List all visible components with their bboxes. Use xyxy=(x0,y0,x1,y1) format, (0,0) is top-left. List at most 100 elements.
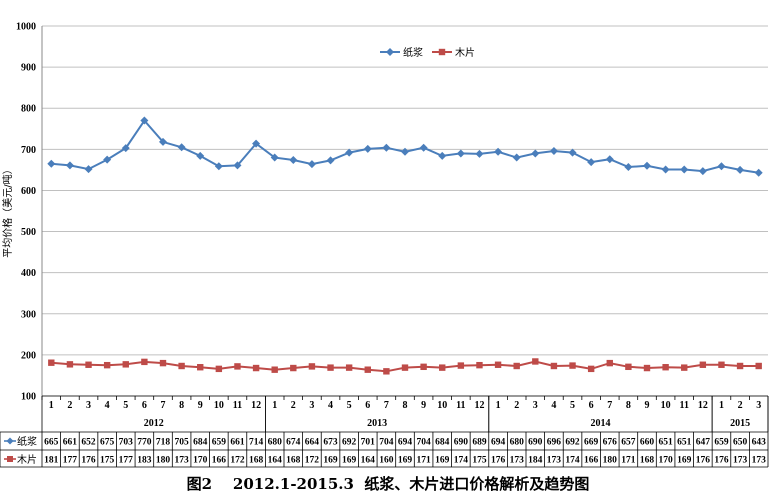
x-tick-label: 2 xyxy=(67,400,72,411)
data-point xyxy=(159,137,167,146)
data-label: 166 xyxy=(584,456,599,466)
data-label: 690 xyxy=(454,438,469,448)
data-point xyxy=(159,359,167,367)
data-point xyxy=(680,165,689,174)
x-tick-label: 8 xyxy=(179,400,184,411)
data-point xyxy=(550,362,558,370)
data-point xyxy=(439,364,446,371)
data-label: 661 xyxy=(230,438,245,448)
x-tick-label: 7 xyxy=(607,400,612,411)
data-label: 705 xyxy=(174,438,189,448)
data-point xyxy=(196,151,205,160)
y-tick-label: 600 xyxy=(21,186,36,197)
data-point xyxy=(531,149,540,158)
data-label: 184 xyxy=(528,456,543,466)
data-label: 661 xyxy=(63,438,78,448)
y-tick-label: 200 xyxy=(21,350,36,361)
data-point xyxy=(197,364,204,371)
x-tick-label: 6 xyxy=(142,400,147,411)
data-label: 714 xyxy=(249,438,264,448)
data-label: 173 xyxy=(174,456,189,466)
data-label: 701 xyxy=(361,438,376,448)
data-point xyxy=(326,156,335,165)
data-label: 175 xyxy=(472,456,487,466)
data-label: 173 xyxy=(733,456,748,466)
data-point xyxy=(121,144,130,153)
data-label: 177 xyxy=(63,456,78,466)
x-tick-label: 4 xyxy=(328,400,333,411)
y-tick-label: 700 xyxy=(21,145,36,156)
data-point xyxy=(475,149,484,158)
data-label: 174 xyxy=(565,456,580,466)
table-key-marker xyxy=(7,456,13,462)
x-tick-label: 11 xyxy=(456,400,465,411)
table-series-name: 木片 xyxy=(17,453,37,466)
data-point xyxy=(290,364,297,372)
data-point xyxy=(234,363,241,370)
data-label: 175 xyxy=(100,456,115,466)
data-label: 680 xyxy=(268,438,283,448)
data-point xyxy=(420,363,427,371)
data-label: 660 xyxy=(640,438,655,448)
legend-marker xyxy=(438,48,446,56)
data-point xyxy=(122,361,129,368)
data-point xyxy=(382,143,391,152)
data-table: 1 2 3 4 5 6 7 8 9 10 11 12 1 2 3 4 5 6 7 8 9 10 11 12 1 2 3 4 5 6 7 8 9 1… xyxy=(0,395,769,468)
x-tick-label: 1 xyxy=(496,400,501,411)
x-tick-label: 9 xyxy=(198,400,203,411)
data-label: 169 xyxy=(398,456,413,466)
data-label: 160 xyxy=(379,456,394,466)
data-label: 643 xyxy=(752,438,767,448)
data-label: 674 xyxy=(286,438,301,448)
year-label: 2013 xyxy=(367,418,387,429)
x-tick-label: 8 xyxy=(403,400,408,411)
x-tick-label: 5 xyxy=(570,400,575,411)
data-point xyxy=(66,361,74,368)
x-tick-label: 4 xyxy=(105,400,110,411)
y-axis: 100 200 300 400 500 600 700 800 900 1000 xyxy=(16,22,43,403)
x-tick-label: 7 xyxy=(384,400,389,411)
data-point xyxy=(625,363,632,371)
x-tick-label: 2 xyxy=(738,400,743,411)
x-tick-label: 3 xyxy=(756,400,761,411)
data-label: 669 xyxy=(584,438,599,448)
data-point xyxy=(215,365,223,373)
x-tick-label: 8 xyxy=(626,400,631,411)
data-label: 176 xyxy=(491,456,506,466)
data-label: 169 xyxy=(677,456,692,466)
data-point xyxy=(494,361,502,368)
data-point xyxy=(345,148,354,157)
y-tick-label: 1000 xyxy=(16,22,36,33)
data-label: 694 xyxy=(491,438,506,448)
legend-label: 纸浆 xyxy=(403,46,423,59)
data-label: 169 xyxy=(342,456,357,466)
data-label: 692 xyxy=(342,438,357,448)
data-label: 689 xyxy=(472,438,487,448)
table-key-marker xyxy=(6,437,14,445)
data-label: 169 xyxy=(323,456,338,466)
data-label: 665 xyxy=(44,438,59,448)
table-series-name: 纸浆 xyxy=(17,435,37,448)
data-point xyxy=(65,161,74,170)
x-tick-label: 7 xyxy=(161,400,166,411)
x-tick-label: 3 xyxy=(86,400,91,411)
data-point xyxy=(569,362,576,369)
data-label: 172 xyxy=(230,456,245,466)
data-label: 171 xyxy=(621,456,636,466)
data-point xyxy=(699,361,707,368)
year-label: 2015 xyxy=(730,418,750,429)
y-tick-label: 500 xyxy=(21,227,36,238)
data-label: 173 xyxy=(547,456,562,466)
data-point xyxy=(494,147,503,156)
data-label: 647 xyxy=(696,438,711,448)
data-label: 659 xyxy=(714,438,729,448)
data-point xyxy=(698,167,707,176)
legend-label: 木片 xyxy=(455,46,475,59)
data-point xyxy=(755,362,762,370)
data-point xyxy=(271,366,278,373)
legend-marker xyxy=(386,48,394,56)
data-label: 170 xyxy=(658,456,673,466)
y-tick-label: 900 xyxy=(21,63,36,74)
data-label: 718 xyxy=(156,438,171,448)
data-point xyxy=(401,147,409,156)
